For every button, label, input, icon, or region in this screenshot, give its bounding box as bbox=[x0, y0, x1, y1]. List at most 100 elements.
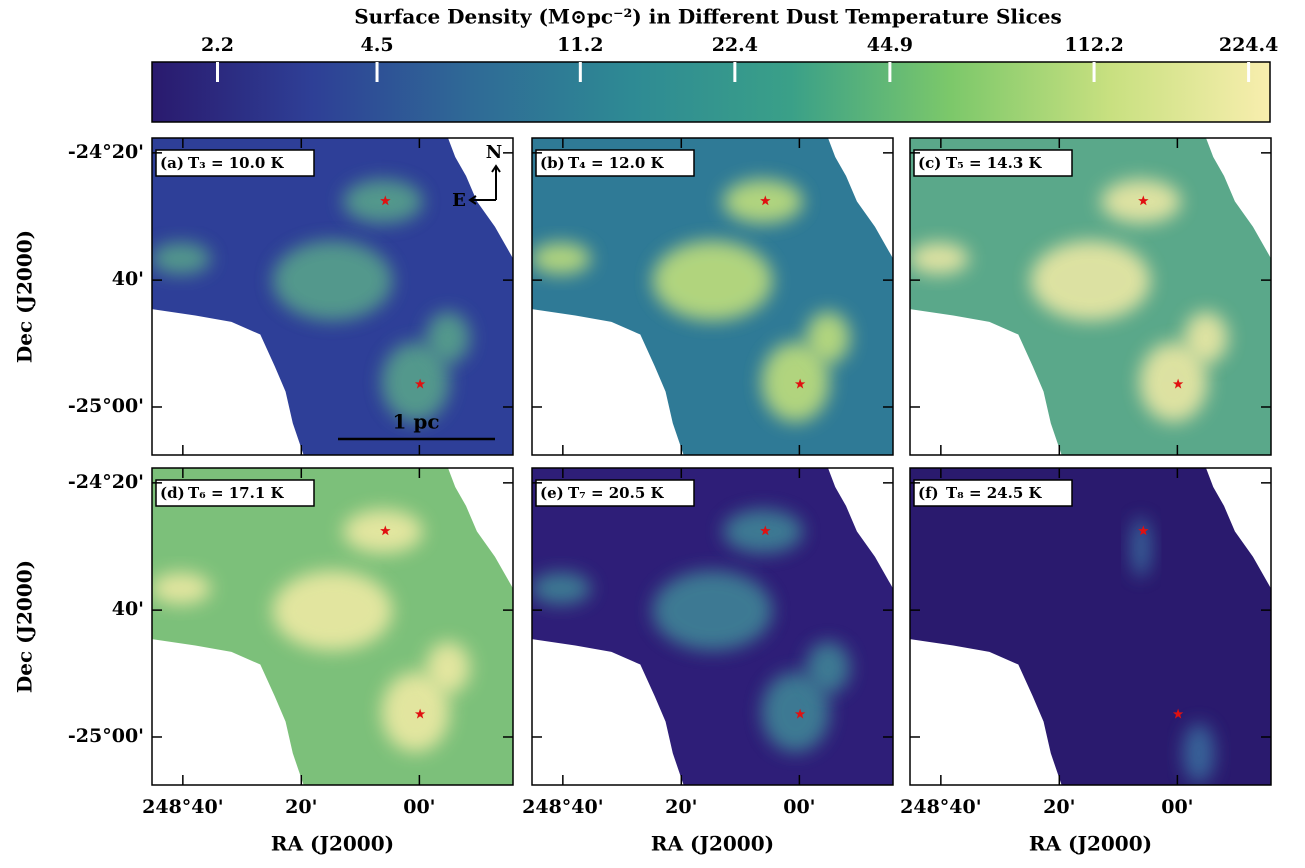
x-tick-label: 20' bbox=[285, 796, 317, 818]
panel-label-box bbox=[535, 479, 695, 507]
map-background bbox=[910, 468, 1271, 785]
x-tick-label: 248°40' bbox=[900, 796, 981, 818]
map-feature bbox=[272, 240, 393, 321]
panel-frame bbox=[531, 137, 894, 456]
source-marker bbox=[1138, 195, 1149, 206]
panel-label-box bbox=[913, 479, 1073, 507]
panel-frame bbox=[909, 137, 1272, 456]
compass-north: N bbox=[486, 142, 502, 163]
colorbar-tick-label: 22.4 bbox=[712, 34, 758, 56]
panel-label: (d) bbox=[160, 484, 185, 502]
panel-temperature: T₄ = 12.0 K bbox=[568, 154, 665, 172]
map-feature bbox=[152, 572, 211, 605]
compass-east: E bbox=[452, 190, 466, 211]
y-tick-label: 40' bbox=[112, 598, 144, 620]
x-tick-label: 00' bbox=[783, 796, 815, 818]
map-feature bbox=[723, 509, 804, 554]
map-feature bbox=[761, 342, 830, 423]
source-marker bbox=[380, 195, 391, 206]
map-feature bbox=[343, 179, 424, 224]
source-marker bbox=[1138, 525, 1149, 536]
map-feature bbox=[652, 240, 773, 321]
map-feature bbox=[652, 570, 773, 651]
x-axis-label: RA (J2000) bbox=[651, 832, 774, 856]
y-axis-label: Dec (J2000) bbox=[13, 230, 37, 363]
source-marker bbox=[1172, 378, 1184, 389]
map-image bbox=[910, 138, 1271, 455]
source-marker bbox=[760, 525, 771, 536]
map-feature bbox=[343, 509, 424, 554]
map-panel: (a) T₃ = 10.0 K N E 1 pc bbox=[151, 137, 514, 456]
x-axis-label: RA (J2000) bbox=[1029, 832, 1152, 856]
colorbar-tick-label: 4.5 bbox=[361, 34, 394, 56]
panel-temperature: T₅ = 14.3 K bbox=[946, 154, 1043, 172]
map-panel: (c) T₅ = 14.3 K bbox=[909, 137, 1272, 456]
panel-label-box bbox=[155, 149, 315, 177]
scale-bar-label: 1 pc bbox=[392, 410, 439, 434]
map-feature bbox=[1184, 311, 1229, 364]
x-tick-label: 00' bbox=[403, 796, 435, 818]
map-feature bbox=[381, 672, 450, 753]
map-feature bbox=[532, 242, 591, 275]
map-feature bbox=[806, 311, 851, 364]
source-marker bbox=[794, 708, 806, 719]
map-feature bbox=[426, 641, 471, 694]
map-panel: (d) T₆ = 17.1 K bbox=[151, 467, 514, 786]
panel-temperature: T₆ = 17.1 K bbox=[188, 484, 285, 502]
panel-temperature: T₈ = 24.5 K bbox=[946, 484, 1043, 502]
panel-frame bbox=[909, 467, 1272, 786]
panel-label-box bbox=[535, 149, 695, 177]
colorbar-tick-label: 112.2 bbox=[1064, 34, 1124, 56]
map-panel: (b) T₄ = 12.0 K bbox=[531, 137, 894, 456]
map-image bbox=[532, 138, 893, 455]
source-marker bbox=[414, 708, 426, 719]
y-tick-label: -25°00' bbox=[68, 395, 144, 417]
panel-label-box bbox=[155, 479, 315, 507]
x-tick-label: 248°40' bbox=[522, 796, 603, 818]
x-axis-label: RA (J2000) bbox=[271, 832, 394, 856]
map-feature bbox=[910, 242, 969, 275]
map-feature bbox=[761, 672, 830, 753]
panel-label: (e) bbox=[540, 484, 564, 502]
panel-label: (f) bbox=[918, 484, 939, 502]
panel-label: (b) bbox=[540, 154, 565, 172]
map-feature bbox=[1139, 342, 1208, 423]
colorbar-tick-label: 224.4 bbox=[1219, 34, 1279, 56]
map-feature bbox=[532, 572, 591, 605]
compass-arrows bbox=[468, 164, 501, 205]
panel-label-box bbox=[913, 149, 1073, 177]
map-feature bbox=[1182, 723, 1215, 784]
x-tick-label: 20' bbox=[1043, 796, 1075, 818]
y-tick-label: 40' bbox=[112, 268, 144, 290]
source-marker bbox=[1172, 708, 1184, 719]
y-tick-label: -25°00' bbox=[68, 725, 144, 747]
colorbar-tick-label: 44.9 bbox=[867, 34, 913, 56]
map-feature bbox=[1101, 179, 1182, 224]
map-image bbox=[152, 138, 513, 455]
y-tick-label: -24°20' bbox=[68, 471, 144, 493]
source-marker bbox=[414, 378, 426, 389]
panel-label: (c) bbox=[918, 154, 941, 172]
source-marker bbox=[794, 378, 806, 389]
map-feature bbox=[381, 342, 450, 423]
map-image bbox=[152, 468, 513, 785]
map-feature bbox=[1030, 240, 1151, 321]
panel-frame bbox=[151, 467, 514, 786]
map-feature bbox=[152, 242, 211, 275]
chart-title: Surface Density (M⊙pc⁻²) in Different Du… bbox=[354, 5, 1062, 29]
map-image bbox=[532, 468, 893, 785]
x-tick-label: 20' bbox=[665, 796, 697, 818]
map-feature bbox=[723, 179, 804, 224]
source-marker bbox=[760, 195, 771, 206]
map-feature bbox=[806, 641, 851, 694]
map-feature bbox=[426, 311, 471, 364]
panel-temperature: T₃ = 10.0 K bbox=[188, 154, 285, 172]
map-panel: (f) T₈ = 24.5 K bbox=[909, 467, 1272, 786]
colorbar-tick-label: 2.2 bbox=[201, 34, 234, 56]
panel-frame bbox=[151, 137, 514, 456]
map-panel: (e) T₇ = 20.5 K bbox=[531, 467, 894, 786]
panel-temperature: T₇ = 20.5 K bbox=[568, 484, 665, 502]
map-image bbox=[910, 468, 1271, 785]
colorbar-tick-label: 11.2 bbox=[557, 34, 603, 56]
